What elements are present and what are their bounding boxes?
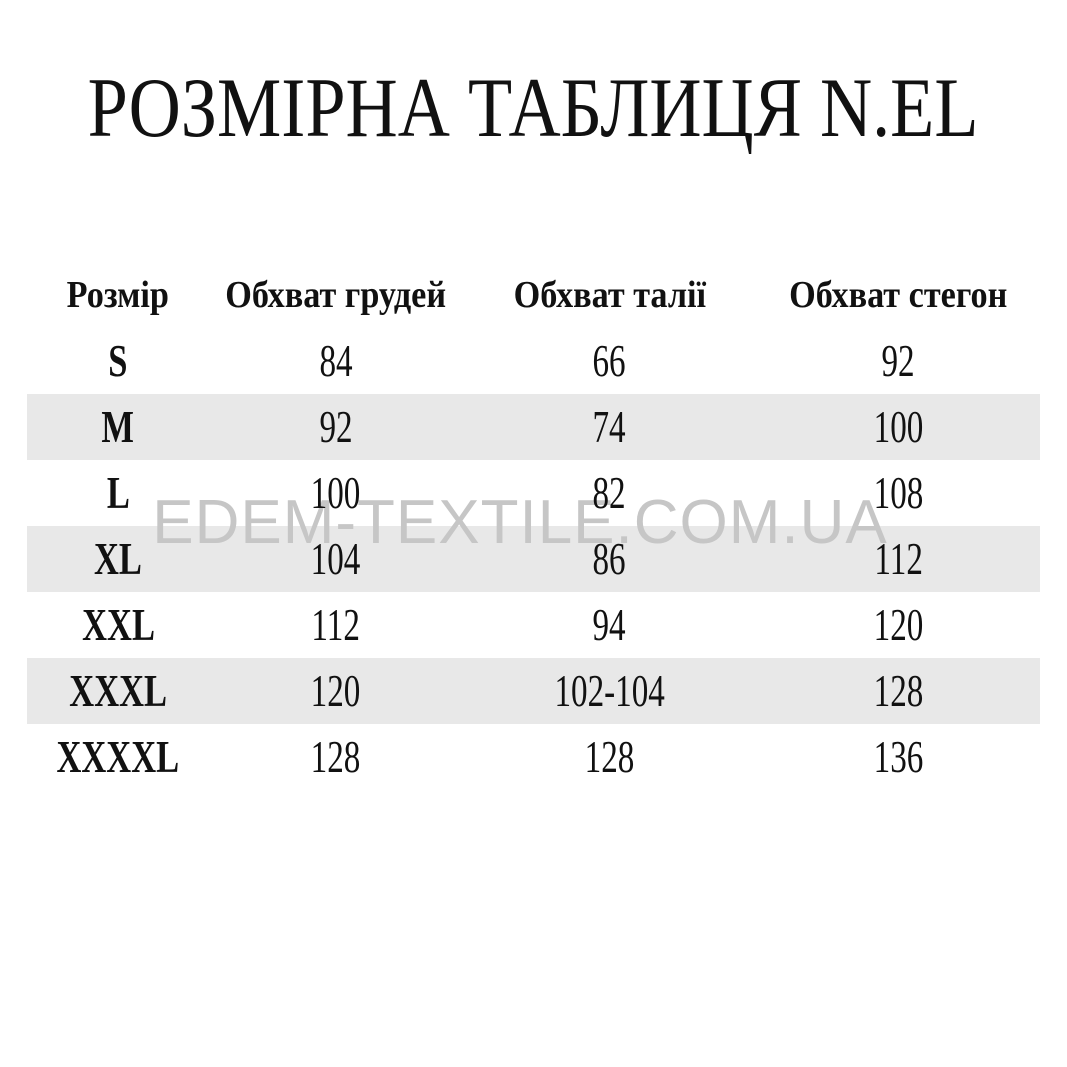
size-cell: XL xyxy=(27,526,209,592)
size-value: S xyxy=(108,335,128,386)
chest-cell: 112 xyxy=(209,592,462,658)
hips-value: 92 xyxy=(881,335,915,386)
waist-cell: 74 xyxy=(463,394,757,460)
page-title: РОЗМІРНА ТАБЛИЦЯ N.EL xyxy=(0,66,1067,151)
hips-cell: 112 xyxy=(756,526,1040,592)
size-table: Розмір Обхват грудей Обхват талії Обхват… xyxy=(27,262,1040,790)
hips-cell: 108 xyxy=(756,460,1040,526)
column-header-chest-label: Обхват грудей xyxy=(225,274,447,316)
column-header-hips-label: Обхват стегон xyxy=(789,274,1008,316)
hips-cell: 128 xyxy=(756,658,1040,724)
chest-value: 92 xyxy=(319,401,353,452)
header-row: Розмір Обхват грудей Обхват талії Обхват… xyxy=(27,262,1040,328)
waist-cell: 66 xyxy=(463,328,757,394)
size-value: XL xyxy=(94,533,143,584)
waist-value: 102-104 xyxy=(554,665,665,716)
hips-value: 100 xyxy=(873,401,924,452)
size-cell: S xyxy=(27,328,209,394)
waist-cell: 86 xyxy=(463,526,757,592)
size-cell: XXXXL xyxy=(27,724,209,790)
waist-value: 94 xyxy=(592,599,627,650)
size-value: M xyxy=(101,401,135,452)
hips-value: 112 xyxy=(873,533,923,584)
table-row-l: L 100 82 108 xyxy=(27,460,1040,526)
waist-cell: 102-104 xyxy=(463,658,757,724)
size-cell: XXL xyxy=(27,592,209,658)
chest-cell: 128 xyxy=(209,724,462,790)
page-title-text: РОЗМІРНА ТАБЛИЦЯ N.EL xyxy=(88,61,979,155)
hips-value: 136 xyxy=(873,731,924,782)
waist-cell: 82 xyxy=(463,460,757,526)
size-value: XXL xyxy=(81,599,155,650)
chest-value: 112 xyxy=(311,599,361,650)
hips-cell: 136 xyxy=(756,724,1040,790)
column-header-waist-label: Обхват талії xyxy=(513,274,706,316)
size-value: L xyxy=(106,467,130,518)
column-header-size: Розмір xyxy=(27,262,209,328)
chest-cell: 92 xyxy=(209,394,462,460)
chest-value: 84 xyxy=(319,335,353,386)
hips-cell: 92 xyxy=(756,328,1040,394)
column-header-waist: Обхват талії xyxy=(463,262,757,328)
waist-value: 128 xyxy=(584,731,635,782)
table-row-xl: XL 104 86 112 xyxy=(27,526,1040,592)
hips-value: 128 xyxy=(873,665,924,716)
table-row-xxxl: XXXL 120 102-104 128 xyxy=(27,658,1040,724)
waist-value: 66 xyxy=(592,335,627,386)
chest-value: 120 xyxy=(311,665,361,716)
table-row-xxxxl: XXXXL 128 128 136 xyxy=(27,724,1040,790)
column-header-hips: Обхват стегон xyxy=(756,262,1040,328)
waist-value: 82 xyxy=(592,467,627,518)
chest-value: 100 xyxy=(311,467,361,518)
waist-value: 86 xyxy=(592,533,627,584)
column-header-size-label: Розмір xyxy=(67,274,170,316)
table-row-xxl: XXL 112 94 120 xyxy=(27,592,1040,658)
hips-value: 108 xyxy=(873,467,924,518)
table-row-s: S 84 66 92 xyxy=(27,328,1040,394)
size-value: XXXXL xyxy=(56,731,180,782)
waist-cell: 94 xyxy=(463,592,757,658)
hips-value: 120 xyxy=(873,599,924,650)
chest-cell: 104 xyxy=(209,526,462,592)
hips-cell: 120 xyxy=(756,592,1040,658)
waist-value: 74 xyxy=(592,401,627,452)
size-cell: M xyxy=(27,394,209,460)
table-row-m: M 92 74 100 xyxy=(27,394,1040,460)
chest-cell: 120 xyxy=(209,658,462,724)
size-value: XXXL xyxy=(69,665,168,716)
waist-cell: 128 xyxy=(463,724,757,790)
chest-value: 128 xyxy=(311,731,361,782)
size-cell: L xyxy=(27,460,209,526)
chest-value: 104 xyxy=(311,533,361,584)
chest-cell: 100 xyxy=(209,460,462,526)
size-cell: XXXL xyxy=(27,658,209,724)
column-header-chest: Обхват грудей xyxy=(209,262,462,328)
hips-cell: 100 xyxy=(756,394,1040,460)
chest-cell: 84 xyxy=(209,328,462,394)
